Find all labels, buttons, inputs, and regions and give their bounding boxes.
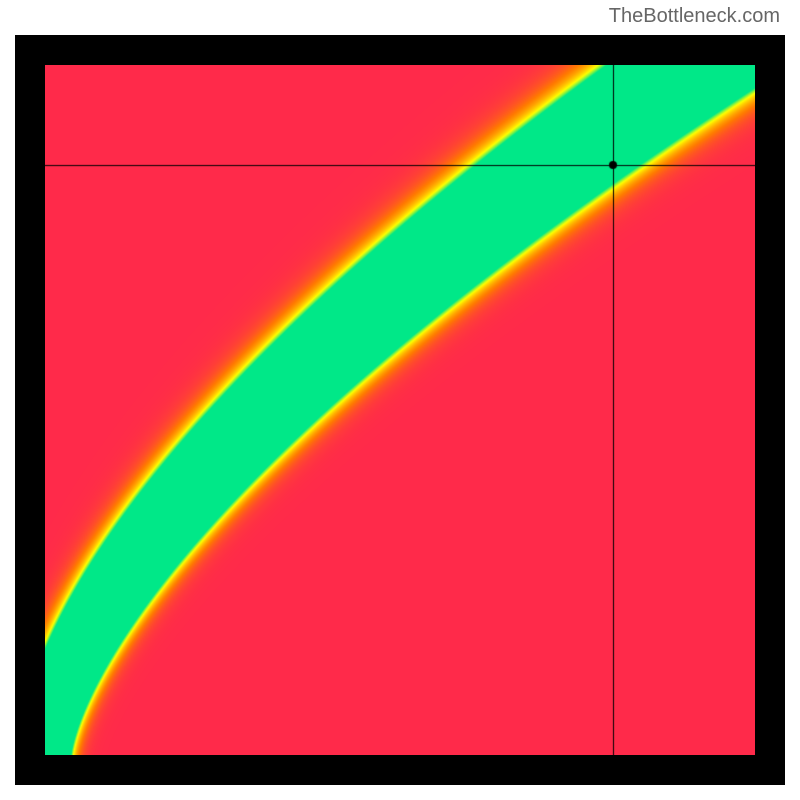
- attribution-text: TheBottleneck.com: [609, 5, 780, 28]
- crosshair-overlay: [45, 65, 755, 755]
